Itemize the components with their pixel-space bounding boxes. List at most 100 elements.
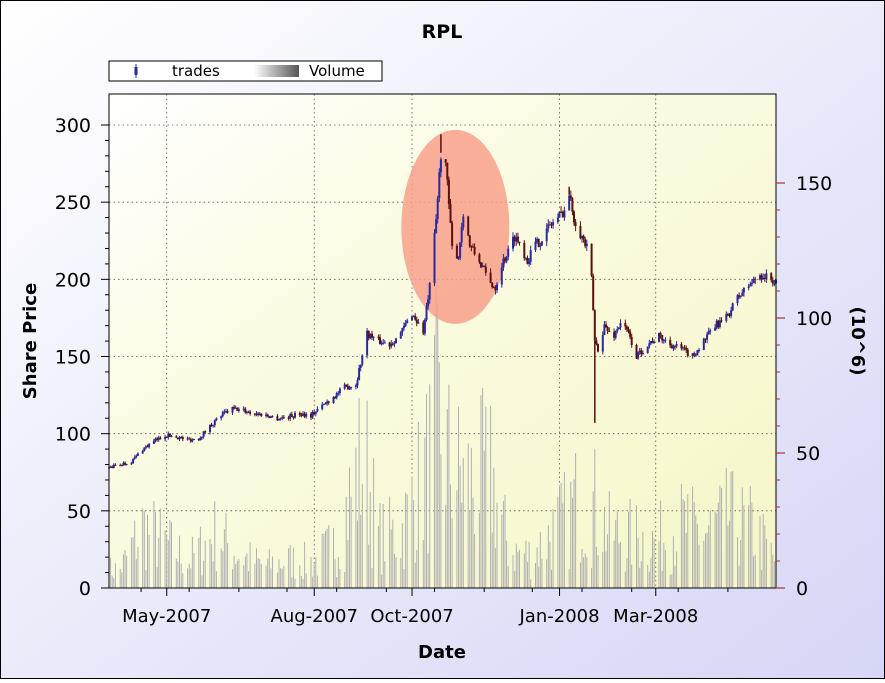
candle-body	[388, 342, 391, 347]
candle-body	[255, 413, 258, 415]
y2-tick-label-150: 150	[796, 173, 832, 195]
candle-body	[651, 341, 654, 343]
candle-body	[189, 439, 192, 442]
candle-body	[489, 272, 492, 283]
candle-body	[585, 243, 588, 247]
candle-body	[279, 418, 282, 420]
candle-body	[725, 314, 728, 321]
y2-tick-label-100: 100	[796, 308, 832, 330]
candle-body	[759, 275, 761, 280]
candle-body	[481, 265, 484, 268]
candle-body	[603, 324, 606, 335]
candle-body	[446, 162, 449, 180]
candle-body	[752, 278, 755, 283]
candle-body	[322, 403, 325, 405]
candle-body	[199, 437, 202, 441]
candle-body	[141, 451, 144, 454]
candle-body	[696, 350, 699, 356]
candle-body	[592, 275, 595, 311]
candle-body	[112, 464, 115, 468]
candle-body	[300, 415, 303, 416]
candle-body	[662, 340, 665, 342]
candle-body	[698, 350, 700, 351]
candle-body	[627, 329, 630, 332]
candle-body	[290, 414, 293, 417]
candle-body	[289, 414, 292, 419]
candle-body	[526, 258, 529, 264]
candle-body	[276, 416, 279, 421]
candle-body	[423, 319, 426, 334]
candle-body	[282, 417, 285, 419]
candle-body	[720, 320, 723, 322]
candle-body	[170, 436, 173, 438]
candle-body	[616, 329, 619, 331]
candle-body	[629, 331, 632, 337]
x-tick-label-Mar-2008: Mar-2008	[613, 606, 698, 627]
candle-body	[606, 327, 609, 331]
candle-body	[664, 339, 667, 341]
candle-body	[640, 350, 643, 355]
candle-body	[518, 241, 521, 243]
x-axis: May-2007 Aug-2007 Oct-2007 Jan-2008 Mar-2008	[122, 588, 729, 627]
candle-body	[415, 319, 418, 324]
candle-body	[638, 350, 641, 353]
candle-body	[335, 393, 338, 398]
candle-body	[672, 345, 675, 349]
candle-body	[109, 466, 112, 468]
candle-body	[515, 236, 518, 242]
candle-body	[579, 226, 582, 239]
candle-body	[358, 368, 361, 381]
candle-body	[536, 238, 539, 242]
candle-body	[630, 336, 633, 345]
candle-body	[346, 386, 349, 390]
candle-body	[175, 436, 178, 438]
y-axis-title: Share Price	[20, 283, 41, 399]
candle-body	[462, 216, 465, 228]
candle-body	[247, 411, 250, 413]
candle-body	[617, 327, 620, 330]
candle-body	[146, 446, 149, 448]
candle-body	[605, 324, 607, 328]
candle-body	[750, 283, 753, 285]
candle-body	[197, 439, 200, 441]
candle-body	[595, 340, 598, 345]
candle-body	[505, 256, 508, 262]
candle-body	[459, 242, 462, 259]
candle-body	[749, 284, 752, 287]
candle-body	[545, 228, 548, 242]
candle-body	[281, 417, 284, 419]
candle-body	[303, 413, 306, 417]
candle-body	[271, 416, 274, 418]
candle-body	[225, 411, 227, 413]
candle-body	[176, 437, 179, 440]
candle-body	[707, 330, 710, 335]
candle-body	[343, 384, 346, 389]
candle-body	[401, 327, 404, 333]
candle-body	[233, 407, 236, 409]
y2-tick-label-0: 0	[796, 578, 808, 600]
candle-body	[403, 325, 405, 328]
candle-body	[637, 352, 640, 359]
candle-body	[619, 323, 622, 328]
candle-body	[739, 295, 742, 297]
candle-body	[428, 283, 431, 300]
candle-body	[332, 397, 335, 403]
candle-body	[124, 462, 126, 465]
x-tick-label-May-2007: May-2007	[122, 606, 211, 627]
candle-body	[574, 222, 577, 226]
candle-body	[338, 388, 341, 393]
candle-body	[550, 224, 553, 226]
candle-body	[702, 338, 705, 350]
candle-body	[483, 265, 486, 267]
candle-body	[540, 241, 543, 246]
y-tick-label-250: 250	[55, 192, 91, 214]
candle-body	[455, 245, 458, 259]
candle-body	[168, 433, 171, 437]
candle-body	[377, 336, 380, 338]
candle-body	[135, 455, 138, 458]
candle-body	[354, 385, 357, 387]
candle-body	[563, 210, 566, 218]
candle-body	[513, 236, 516, 242]
